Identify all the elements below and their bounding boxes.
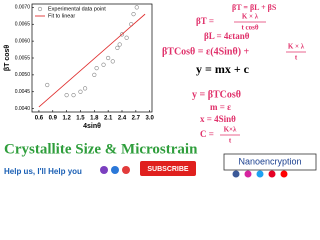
x-tick-label: 2.4 [118,116,127,122]
data-point [71,93,76,98]
data-point [45,82,50,88]
formula: t [295,54,298,62]
y-tick-label: 0.0060 [15,38,31,44]
y-tick-label: 0.0070 [15,5,31,11]
background [0,0,320,180]
subscribe-label: SUBSCRIBE [147,166,189,173]
x-tick-label: 0.9 [49,116,58,122]
data-point [115,45,120,50]
icon [111,166,119,174]
chart: 0.0040 0.0045 0.0050 0.0055 0.0060 0.0065 0.00… [4,3,155,130]
formula: t [229,137,232,145]
formula: K×λ [224,126,237,134]
footer-title: Crystallite Size & Microstrain [4,141,198,157]
formulas: βT = βL + βS βT = K × λ t cosθ βL = 4εta… [162,3,306,145]
x-tick-label: 3.0 [146,116,155,122]
y-tick-label: 0.0040 [15,106,31,112]
icon [268,170,276,178]
icon [280,170,288,178]
data-point [82,86,88,91]
x-tick-label: 1.5 [76,116,85,122]
formula: C = [200,129,214,139]
formula: βT = [196,16,214,26]
y-axis-label: βT cosθ [4,45,11,72]
channel-box [223,153,317,171]
help-text: Help us, I'll Help you [4,167,82,176]
data-point [101,62,106,67]
y-tick-label: 0.0045 [15,89,31,95]
legend-label: Experimental data point [48,6,106,12]
icon [232,170,240,178]
x-tick-label: 1.8 [90,116,99,122]
data-point [124,35,129,40]
subscribe-button[interactable] [140,161,196,176]
thumbnail: 0.0040 0.0045 0.0050 0.0055 0.0060 0.0065 0.00… [0,0,320,180]
formula: m = ε [210,102,231,112]
icon [244,170,252,178]
legend-label: Fit to linear [48,13,75,19]
formula: y = βTCosθ [192,89,241,100]
fit-line [38,13,146,108]
data-point [64,93,69,98]
x-tick-label: 0.6 [35,116,44,122]
x-tick-label: 2.1 [104,116,113,122]
formula: βL = 4εtanθ [204,31,250,41]
data-point [78,89,83,94]
formula: βT = βL + βS [232,3,277,12]
data-point [92,72,97,77]
y-tick-label: 0.0050 [15,72,31,78]
icon [256,170,264,178]
data-point [131,12,136,17]
formula: K × λ [288,43,305,51]
icon [100,166,108,174]
x-tick-label: 2.7 [132,116,141,122]
channel-name: Nanoencryption [238,156,301,166]
y-tick-label: 0.0065 [15,22,31,28]
legend-swatch [37,6,43,12]
data-point [117,42,122,47]
y-tick-label: 0.0055 [15,55,31,61]
x-axis-label: 4sinθ [83,123,101,130]
formula: y = mx + c [196,62,250,76]
formula: βTCosθ = ε(4Sinθ) + [162,46,250,57]
icon [122,166,130,174]
formula: x = 4Sinθ [200,114,236,124]
data-point [134,5,139,10]
data-point [110,59,115,64]
formula: t cosθ [241,24,258,32]
x-tick-label: 1.2 [62,116,71,122]
data-point [119,32,125,37]
data-point [106,55,111,61]
data-point [94,66,99,71]
formula: K × λ [242,13,259,21]
